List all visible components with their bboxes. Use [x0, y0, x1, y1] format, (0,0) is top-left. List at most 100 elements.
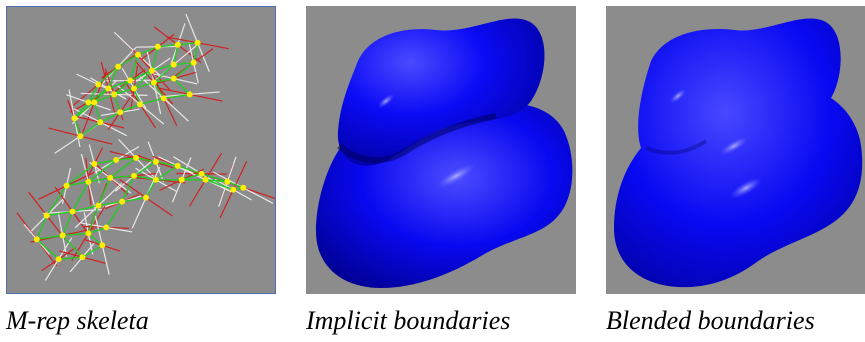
mesh-edge [110, 175, 135, 179]
mesh-edge [173, 44, 179, 65]
mesh-edge [87, 232, 103, 246]
mesh-edge [113, 79, 131, 95]
mesh-edge [177, 42, 198, 46]
mesh-edge [93, 87, 109, 103]
mesh-edge [97, 177, 111, 206]
atom-point [133, 154, 140, 161]
implicit-boundaries-image [306, 6, 576, 294]
mrep-skeleta-image [6, 6, 276, 294]
atom-point [105, 85, 112, 92]
mesh-edge [66, 163, 95, 187]
atom-point [99, 242, 106, 249]
atom-point [69, 208, 76, 215]
mesh-edge [139, 97, 164, 106]
atom-point [95, 81, 102, 88]
atom-point [85, 230, 92, 237]
mesh-edge [74, 101, 95, 119]
mesh-edge [94, 93, 115, 104]
blended-boundaries-image [606, 6, 865, 294]
atom-point [119, 198, 126, 205]
atom-point [127, 77, 134, 84]
mesh-edge [73, 118, 82, 137]
mesh-edge [116, 157, 137, 161]
atom-point [240, 184, 247, 191]
atoms-layer [33, 39, 247, 263]
mesh-edge [87, 205, 99, 234]
atom-point [148, 67, 155, 74]
atom-point [131, 85, 138, 92]
blended-crease [645, 139, 708, 155]
mesh-edge [173, 78, 191, 95]
mesh-edge [133, 175, 157, 181]
mesh-edge [46, 185, 68, 216]
mesh-edge [107, 66, 119, 89]
mesh-edge [66, 181, 89, 187]
mesh-edge [121, 175, 135, 202]
mesh-edge [157, 44, 178, 48]
atom-point [59, 232, 66, 239]
mesh-edge [173, 62, 195, 80]
atom-point [178, 176, 185, 183]
atom-point [107, 174, 114, 181]
atom-point [113, 156, 120, 163]
mesh-edge [93, 102, 101, 123]
atom-point [85, 99, 92, 106]
mesh-layer [36, 42, 244, 260]
mesh-edge [129, 69, 153, 82]
mesh-edge [114, 87, 135, 96]
mesh-edge [94, 159, 117, 165]
atom-point [77, 133, 84, 140]
mesh-edge [205, 179, 234, 191]
atom-point [137, 101, 143, 108]
mesh-edge [113, 94, 121, 113]
mesh-edge [72, 204, 99, 213]
mesh-edge [145, 179, 157, 198]
mesh-edge [87, 87, 109, 103]
spokes-layer [16, 13, 275, 281]
atom-point [150, 79, 157, 86]
mesh-edge [155, 165, 179, 181]
caption-blended-boundaries: Blended boundaries [606, 306, 815, 335]
mesh-edge [98, 200, 123, 207]
mesh-edge [205, 179, 228, 183]
mesh-edge [133, 81, 155, 90]
mesh-edge [192, 42, 199, 63]
mesh-edge [133, 161, 157, 177]
mesh-edge [163, 93, 190, 100]
atom-point [91, 160, 98, 167]
mesh-edge [71, 181, 90, 212]
specular-highlight-middle [436, 163, 476, 189]
atom-point [224, 178, 231, 185]
atom-point [71, 115, 78, 122]
atom-point [63, 182, 70, 189]
mesh-edge [119, 103, 141, 113]
atom-point [198, 170, 205, 177]
mesh-edge [117, 54, 139, 68]
mesh-edge [129, 54, 139, 81]
specular-highlight-middle [719, 136, 749, 156]
specular-highlight-lower [730, 177, 762, 199]
atom-point [174, 41, 181, 48]
mesh-edge [151, 63, 174, 72]
mesh-edge [80, 121, 101, 137]
mesh-edge [88, 226, 107, 235]
mesh-edge [201, 173, 228, 183]
mesh-edge [87, 159, 117, 183]
atom-point [79, 254, 86, 261]
mesh-edge [61, 211, 74, 236]
atom-point [95, 202, 102, 209]
atom-point [103, 224, 110, 231]
specular-highlight-top [669, 88, 687, 104]
mesh-edge [177, 165, 202, 175]
mesh-edge [87, 84, 99, 103]
mesh-edge [108, 79, 131, 90]
mesh-edge [58, 256, 83, 260]
upper-blob [337, 18, 545, 166]
mesh-edge [36, 234, 63, 241]
atom-point [190, 59, 197, 66]
atom-point [131, 172, 138, 179]
atom-point [202, 176, 209, 183]
blended-blob [614, 18, 863, 288]
mesh-edge [46, 210, 73, 217]
mesh-edge [82, 244, 103, 258]
